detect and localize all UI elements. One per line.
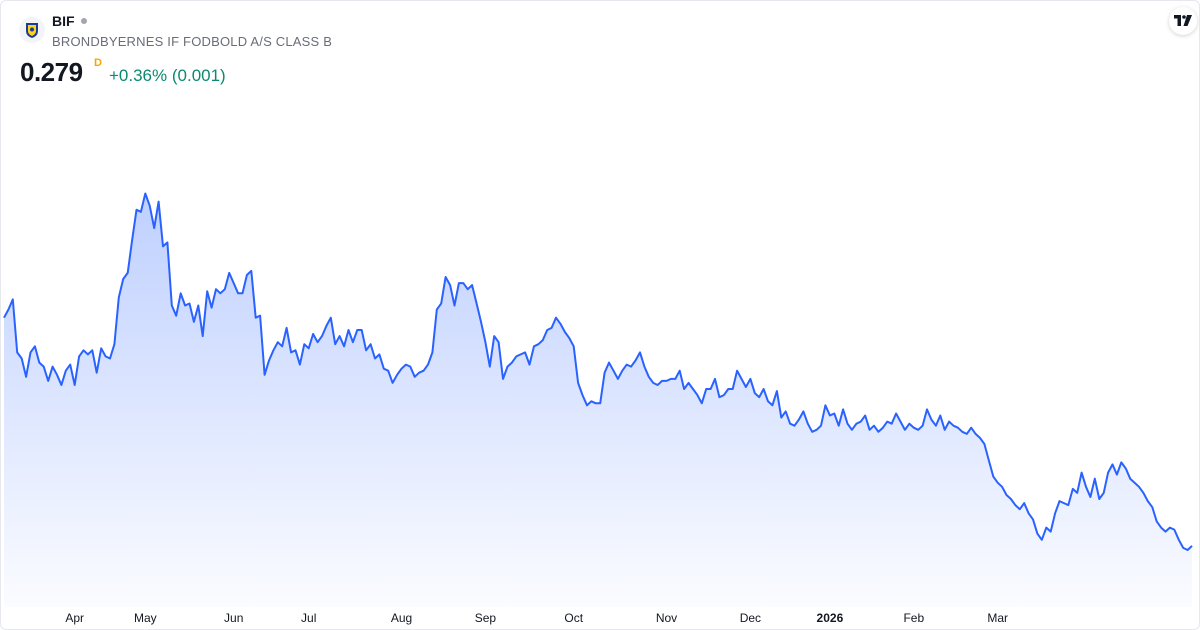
x-tick-label: Jul: [301, 611, 316, 625]
x-tick-label: Aug: [391, 611, 412, 625]
x-tick-label: Jun: [224, 611, 243, 625]
tradingview-logo-icon[interactable]: [1169, 7, 1197, 35]
x-tick-label: Dec: [740, 611, 761, 625]
price-line: [3, 192, 1193, 551]
quote-row: 0.279 D +0.36% (0.001): [20, 57, 226, 88]
price-area-fill: [4, 193, 1192, 607]
x-tick-label: Nov: [656, 611, 677, 625]
interval-label: D: [94, 57, 102, 69]
price-change: +0.36% (0.001): [109, 66, 226, 85]
company-name: BRONDBYERNES IF FODBOLD A/S CLASS B: [52, 34, 333, 49]
last-price: 0.279: [20, 57, 83, 87]
x-tick-label: Apr: [65, 611, 84, 625]
ticker-symbol[interactable]: BIF: [52, 13, 75, 29]
x-tick-label: 2026: [817, 611, 844, 625]
x-tick-label: Oct: [564, 611, 583, 625]
brondby-crest-icon: [19, 17, 45, 43]
x-tick-label: Feb: [903, 611, 924, 625]
x-tick-label: May: [134, 611, 157, 625]
time-axis: Apr May Jun Jul Aug Sep Oct Nov Dec 2026 Feb Mar: [65, 611, 1008, 625]
market-status-dot: [80, 18, 87, 24]
x-tick-label: Mar: [987, 611, 1008, 625]
x-tick-label: Sep: [475, 611, 497, 625]
